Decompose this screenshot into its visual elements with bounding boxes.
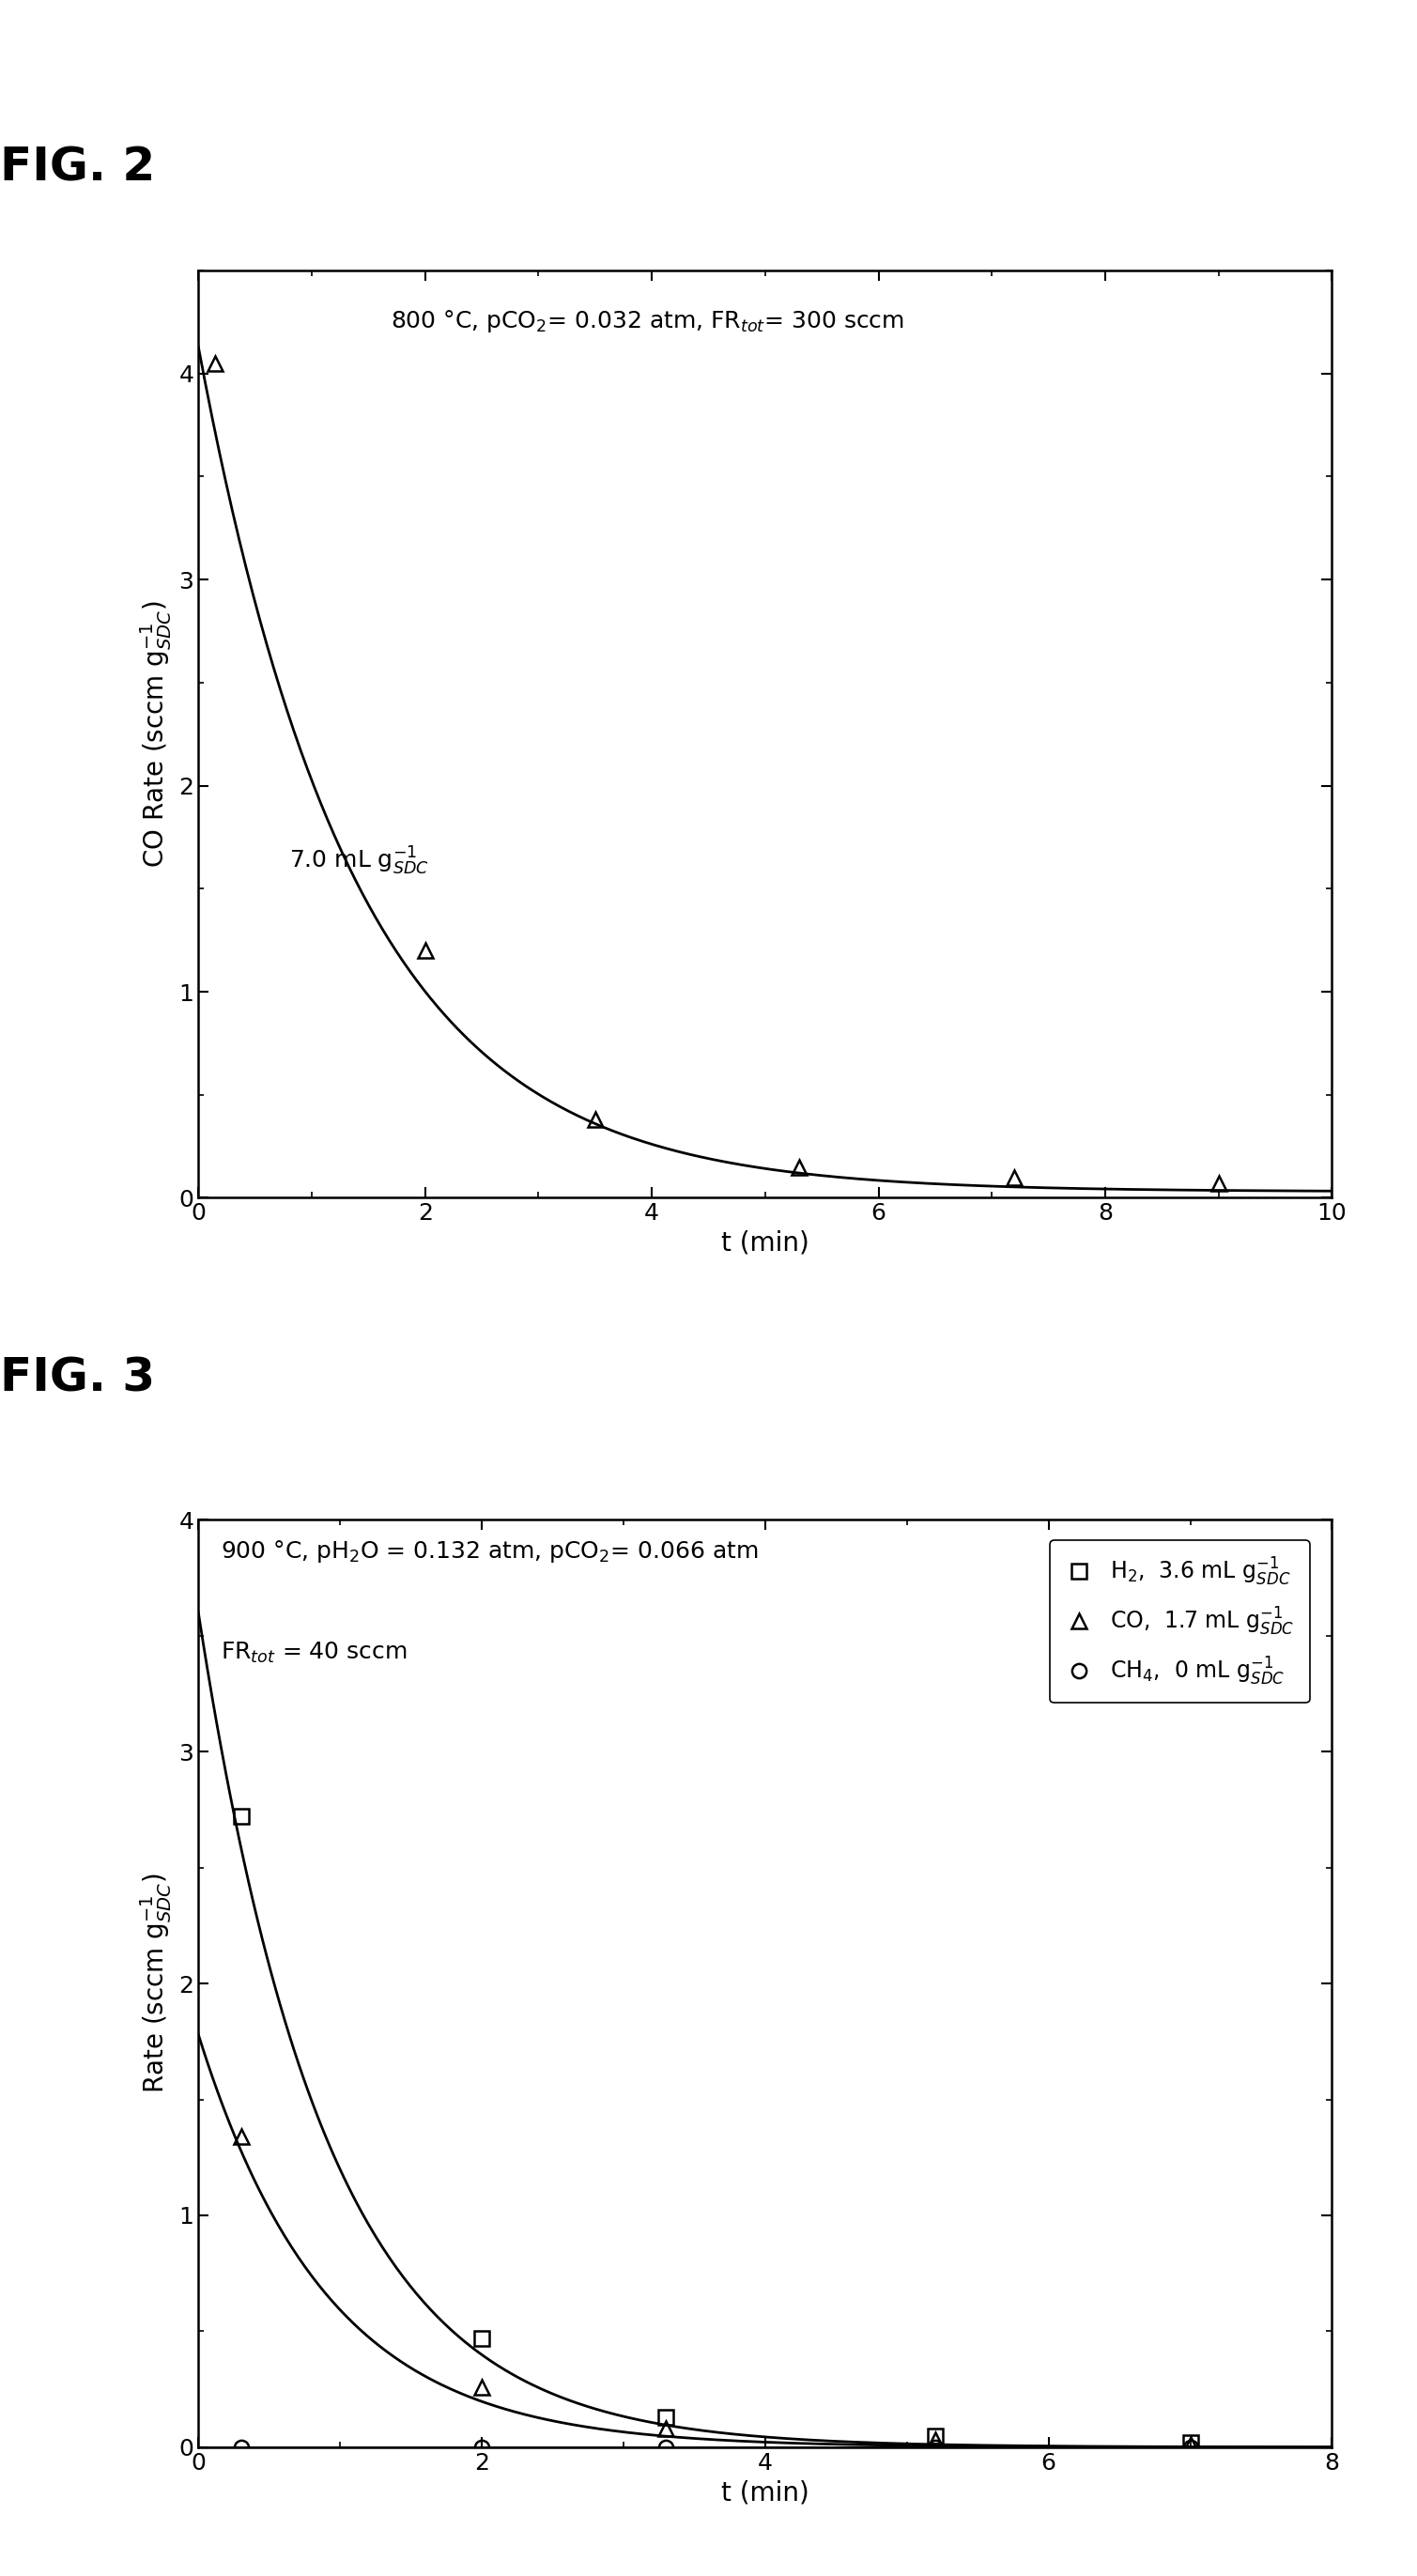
Text: FR$_{tot}$ = 40 sccm: FR$_{tot}$ = 40 sccm <box>221 1641 408 1664</box>
Line: CO,  1.7 mL g$^{-1}_{SDC}$: CO, 1.7 mL g$^{-1}_{SDC}$ <box>234 2130 1197 2452</box>
H$_2$,  3.6 mL g$^{-1}_{SDC}$ <box>232 1801 249 1832</box>
Text: 900 °C, pH$_2$O = 0.132 atm, pCO$_2$= 0.066 atm: 900 °C, pH$_2$O = 0.132 atm, pCO$_2$= 0.… <box>221 1538 758 1564</box>
Y-axis label: Rate (sccm g$^{-1}_{SDC}$): Rate (sccm g$^{-1}_{SDC}$) <box>137 1873 173 2094</box>
X-axis label: t (min): t (min) <box>721 2481 809 2506</box>
CO,  1.7 mL g$^{-1}_{SDC}$ <box>1182 2429 1199 2460</box>
Text: FIG. 3: FIG. 3 <box>0 1355 154 1401</box>
H$_2$,  3.6 mL g$^{-1}_{SDC}$ <box>1182 2427 1199 2458</box>
CH$_4$,  0 mL g$^{-1}_{SDC}$ <box>927 2432 944 2463</box>
Text: 800 °C, pCO$_2$= 0.032 atm, FR$_{tot}$= 300 sccm: 800 °C, pCO$_2$= 0.032 atm, FR$_{tot}$= … <box>391 307 904 335</box>
CH$_4$,  0 mL g$^{-1}_{SDC}$ <box>1182 2432 1199 2463</box>
CO,  1.7 mL g$^{-1}_{SDC}$ <box>232 2120 249 2151</box>
H$_2$,  3.6 mL g$^{-1}_{SDC}$ <box>473 2324 490 2354</box>
CH$_4$,  0 mL g$^{-1}_{SDC}$ <box>232 2432 249 2463</box>
X-axis label: t (min): t (min) <box>721 1231 809 1257</box>
CO,  1.7 mL g$^{-1}_{SDC}$ <box>927 2424 944 2455</box>
Y-axis label: CO Rate (sccm g$^{-1}_{SDC}$): CO Rate (sccm g$^{-1}_{SDC}$) <box>137 600 173 868</box>
Text: FIG. 2: FIG. 2 <box>0 144 156 191</box>
H$_2$,  3.6 mL g$^{-1}_{SDC}$ <box>927 2421 944 2452</box>
Text: 7.0 mL g$^{-1}_{SDC}$: 7.0 mL g$^{-1}_{SDC}$ <box>289 845 429 878</box>
CH$_4$,  0 mL g$^{-1}_{SDC}$ <box>657 2432 674 2463</box>
Line: CH$_4$,  0 mL g$^{-1}_{SDC}$: CH$_4$, 0 mL g$^{-1}_{SDC}$ <box>234 2439 1197 2455</box>
CO,  1.7 mL g$^{-1}_{SDC}$ <box>657 2414 674 2445</box>
CO,  1.7 mL g$^{-1}_{SDC}$ <box>473 2372 490 2403</box>
Line: H$_2$,  3.6 mL g$^{-1}_{SDC}$: H$_2$, 3.6 mL g$^{-1}_{SDC}$ <box>234 1808 1197 2450</box>
H$_2$,  3.6 mL g$^{-1}_{SDC}$ <box>657 2401 674 2432</box>
CH$_4$,  0 mL g$^{-1}_{SDC}$ <box>473 2432 490 2463</box>
Legend: H$_2$,  3.6 mL g$^{-1}_{SDC}$, CO,  1.7 mL g$^{-1}_{SDC}$, CH$_4$,  0 mL g$^{-1}: H$_2$, 3.6 mL g$^{-1}_{SDC}$, CO, 1.7 mL… <box>1050 1540 1309 1703</box>
